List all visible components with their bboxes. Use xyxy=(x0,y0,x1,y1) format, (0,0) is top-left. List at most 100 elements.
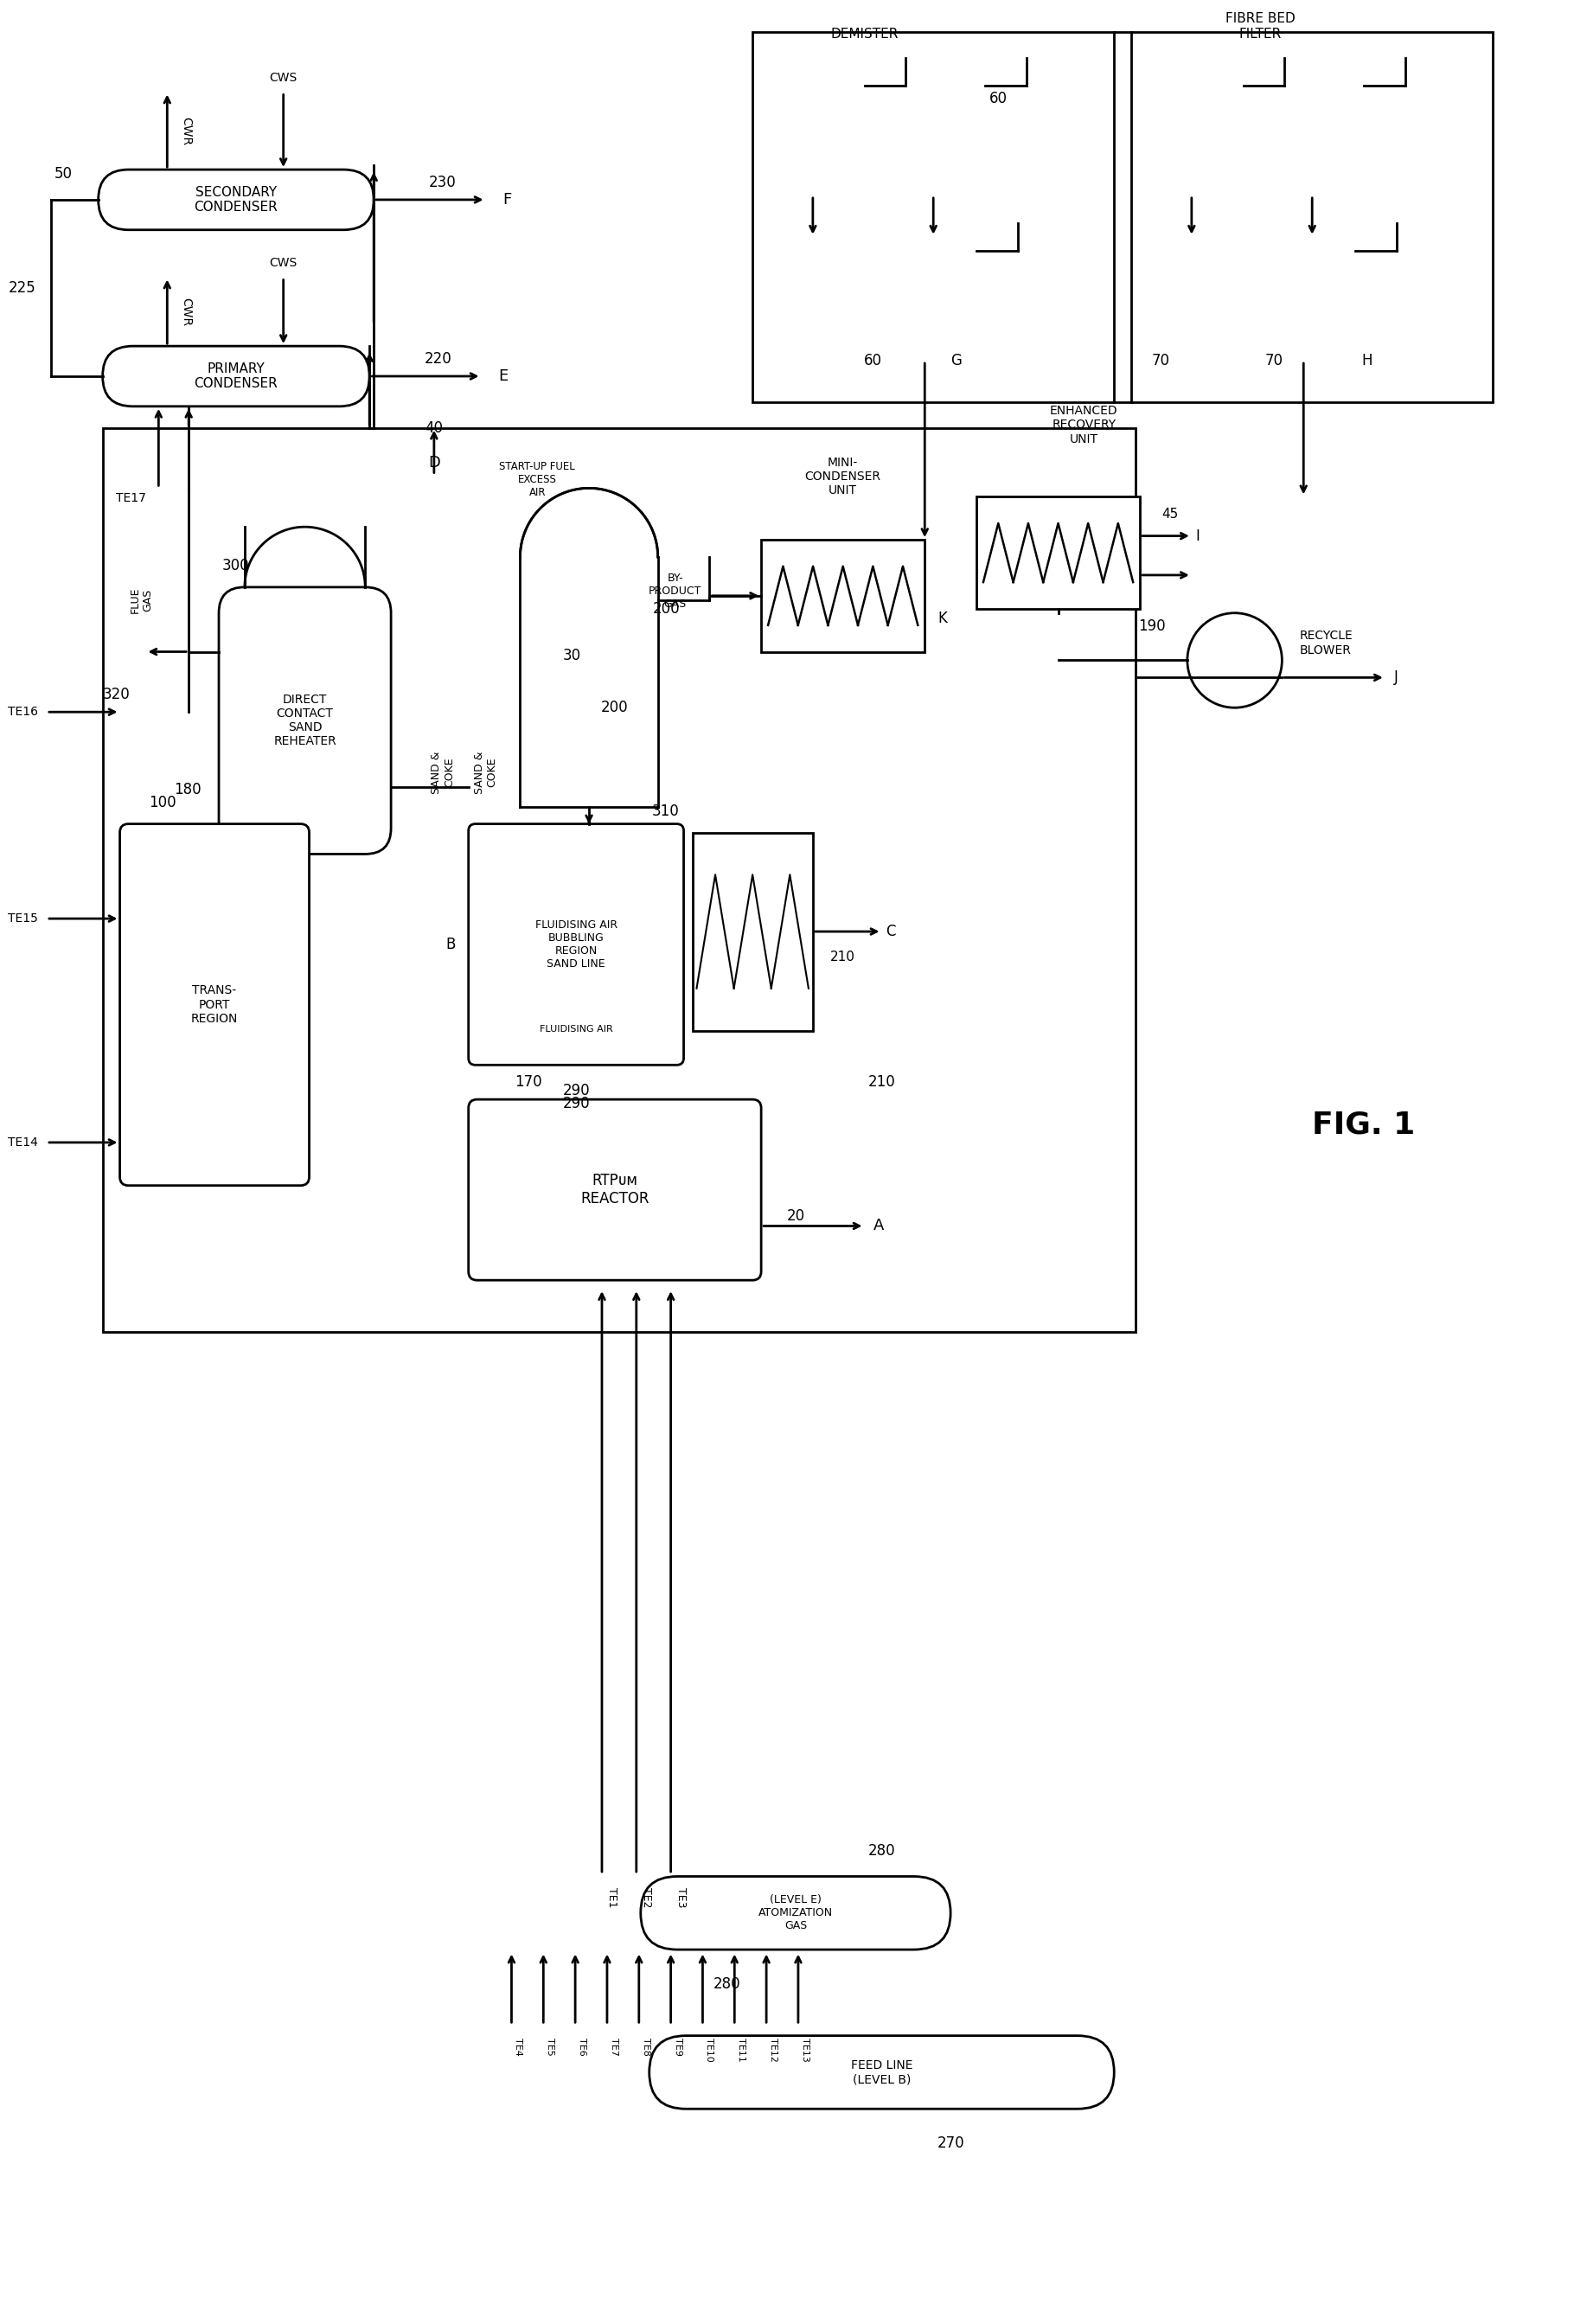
Circle shape xyxy=(1187,614,1281,709)
Text: CWR: CWR xyxy=(179,116,192,144)
Text: 280: 280 xyxy=(867,1843,896,1859)
FancyBboxPatch shape xyxy=(874,223,976,360)
Text: ENHANCED
RECOVERY
UNIT: ENHANCED RECOVERY UNIT xyxy=(1050,404,1118,446)
Text: SECONDARY
CONDENSER: SECONDARY CONDENSER xyxy=(194,186,279,214)
Text: D: D xyxy=(428,456,441,472)
Text: TE14: TE14 xyxy=(8,1136,38,1148)
Text: TE7: TE7 xyxy=(609,2038,619,2057)
Bar xyxy=(693,832,812,1030)
Text: J: J xyxy=(1395,669,1398,686)
Text: 180: 180 xyxy=(175,781,201,797)
Text: TE15: TE15 xyxy=(8,913,38,925)
Text: 210: 210 xyxy=(831,951,855,964)
Text: DEMISTER: DEMISTER xyxy=(831,28,899,40)
Text: FLUIDISING AIR
BUBBLING
REGION
SAND LINE: FLUIDISING AIR BUBBLING REGION SAND LINE xyxy=(535,920,617,969)
Text: 290: 290 xyxy=(562,1097,590,1111)
Text: TE3: TE3 xyxy=(675,1887,686,1908)
Text: 210: 210 xyxy=(867,1074,896,1090)
Text: G: G xyxy=(951,353,962,370)
Text: 310: 310 xyxy=(652,804,680,818)
Text: 290: 290 xyxy=(562,1083,590,1099)
Text: SAND &
COKE: SAND & COKE xyxy=(431,751,455,795)
FancyBboxPatch shape xyxy=(648,2036,1114,2108)
FancyBboxPatch shape xyxy=(469,825,683,1064)
Text: TE12: TE12 xyxy=(770,2038,778,2061)
Text: 225: 225 xyxy=(9,281,36,295)
Text: (LEVEL E)
ATOMIZATION
GAS: (LEVEL E) ATOMIZATION GAS xyxy=(759,1894,833,1931)
Text: RTPᴜᴍ
REACTOR: RTPᴜᴍ REACTOR xyxy=(581,1174,648,1206)
FancyBboxPatch shape xyxy=(102,346,370,407)
Text: I: I xyxy=(1196,528,1199,544)
Text: TE4: TE4 xyxy=(515,2038,523,2057)
FancyBboxPatch shape xyxy=(469,1099,762,1281)
Text: RECYCLE
BLOWER: RECYCLE BLOWER xyxy=(1299,630,1352,655)
Text: TE13: TE13 xyxy=(801,2038,809,2061)
Text: 60: 60 xyxy=(988,91,1007,107)
Text: TE9: TE9 xyxy=(674,2038,682,2057)
Text: TE1: TE1 xyxy=(606,1887,617,1908)
Text: TE8: TE8 xyxy=(642,2038,650,2057)
FancyBboxPatch shape xyxy=(120,825,309,1185)
Text: FLUIDISING AIR: FLUIDISING AIR xyxy=(540,1025,612,1034)
Text: FEED LINE
(LEVEL B): FEED LINE (LEVEL B) xyxy=(852,2059,913,2085)
Bar xyxy=(976,497,1140,609)
Text: K: K xyxy=(938,611,948,625)
Text: 300: 300 xyxy=(222,558,250,574)
FancyBboxPatch shape xyxy=(1261,58,1363,195)
Text: F: F xyxy=(504,193,512,207)
Text: 190: 190 xyxy=(1138,618,1166,634)
FancyBboxPatch shape xyxy=(98,170,373,230)
Text: H: H xyxy=(1362,353,1373,370)
Text: 100: 100 xyxy=(150,795,176,811)
Text: BY-
PRODUCT
GAS: BY- PRODUCT GAS xyxy=(648,572,702,611)
Text: FIBRE BED
FILTER: FIBRE BED FILTER xyxy=(1226,12,1295,40)
Bar xyxy=(102,428,1136,1332)
Text: TE11: TE11 xyxy=(737,2038,746,2061)
Text: 270: 270 xyxy=(937,2136,965,2152)
Text: TE6: TE6 xyxy=(578,2038,587,2057)
FancyBboxPatch shape xyxy=(1140,58,1243,195)
Text: 20: 20 xyxy=(787,1208,806,1222)
Text: 200: 200 xyxy=(653,602,680,616)
Text: DIRECT
CONTACT
SAND
REHEATER: DIRECT CONTACT SAND REHEATER xyxy=(274,693,337,748)
Bar xyxy=(752,33,1114,402)
Text: 70: 70 xyxy=(1152,353,1169,370)
Text: TE17: TE17 xyxy=(115,493,146,504)
Text: TE16: TE16 xyxy=(8,706,38,718)
Text: 280: 280 xyxy=(713,1975,740,1992)
Bar xyxy=(1132,33,1492,402)
Text: E: E xyxy=(499,370,508,383)
Text: 45: 45 xyxy=(1162,509,1179,521)
Text: CWS: CWS xyxy=(269,72,297,84)
Text: SAND &
COKE: SAND & COKE xyxy=(474,751,497,795)
Text: 220: 220 xyxy=(425,351,452,367)
Text: 320: 320 xyxy=(102,688,131,702)
Text: 170: 170 xyxy=(515,1074,543,1090)
Text: 50: 50 xyxy=(55,165,72,181)
Text: A: A xyxy=(874,1218,883,1234)
Text: FLUE
GAS: FLUE GAS xyxy=(129,588,153,614)
FancyBboxPatch shape xyxy=(219,588,390,853)
Text: TE2: TE2 xyxy=(641,1887,652,1908)
Text: 70: 70 xyxy=(1265,353,1283,370)
Bar xyxy=(762,539,926,651)
Text: TE10: TE10 xyxy=(705,2038,715,2061)
FancyBboxPatch shape xyxy=(762,58,864,195)
Text: CWR: CWR xyxy=(179,297,192,325)
Text: MINI-
CONDENSER
UNIT: MINI- CONDENSER UNIT xyxy=(804,456,881,497)
Text: 200: 200 xyxy=(601,700,628,716)
FancyBboxPatch shape xyxy=(881,58,985,195)
Text: B: B xyxy=(445,937,455,953)
Text: CWS: CWS xyxy=(269,256,297,270)
Text: 60: 60 xyxy=(864,353,881,370)
Text: START-UP FUEL
EXCESS
AIR: START-UP FUEL EXCESS AIR xyxy=(499,460,575,497)
Text: PRIMARY
CONDENSER: PRIMARY CONDENSER xyxy=(194,363,279,390)
Text: C: C xyxy=(886,923,896,939)
FancyBboxPatch shape xyxy=(1251,223,1355,360)
Text: TE5: TE5 xyxy=(546,2038,554,2057)
Text: TRANS-
PORT
REGION: TRANS- PORT REGION xyxy=(190,985,238,1025)
Text: 230: 230 xyxy=(430,174,456,191)
FancyBboxPatch shape xyxy=(641,1875,951,1950)
Text: 40: 40 xyxy=(425,421,444,435)
Text: FIG. 1: FIG. 1 xyxy=(1313,1111,1415,1141)
